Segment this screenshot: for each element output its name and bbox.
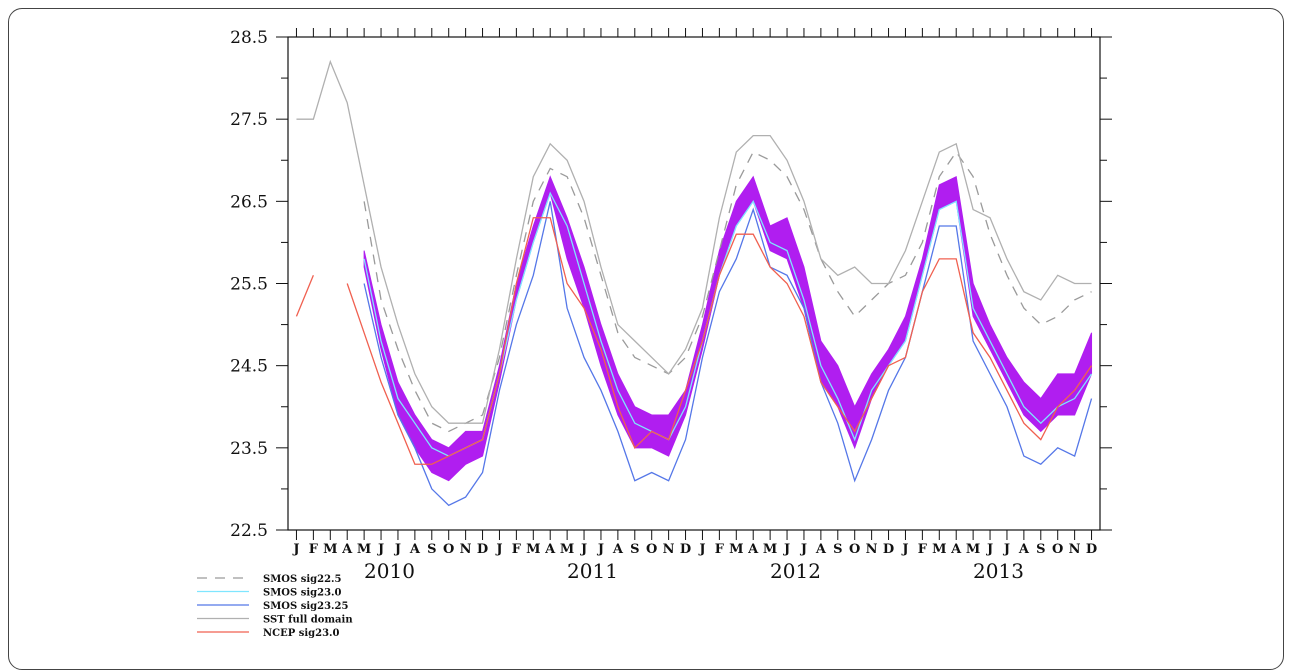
series-layer bbox=[295, 59, 1093, 507]
axes-layer: 28.527.526.525.524.523.522.5J F M A M J J A S O N D… bbox=[230, 28, 1112, 583]
month-label: A bbox=[409, 542, 421, 557]
series-line-4 bbox=[295, 275, 314, 317]
y-tick-label: 26.5 bbox=[230, 192, 268, 212]
y-tick-label: 23.5 bbox=[230, 439, 268, 459]
month-label: A bbox=[815, 542, 827, 557]
month-label: N bbox=[1069, 542, 1081, 557]
month-label: A bbox=[544, 542, 556, 557]
month-label: J bbox=[377, 542, 384, 557]
month-label: J bbox=[580, 542, 587, 557]
y-tick-label: 28.5 bbox=[230, 28, 268, 48]
month-label: D bbox=[1086, 542, 1097, 557]
month-label: J bbox=[394, 542, 401, 557]
month-label: N bbox=[460, 542, 472, 557]
month-label: F bbox=[309, 542, 319, 557]
month-label: S bbox=[630, 542, 639, 557]
month-label: M bbox=[729, 542, 743, 557]
month-label: F bbox=[512, 542, 522, 557]
month-label: A bbox=[612, 542, 624, 557]
series-line-4 bbox=[346, 217, 1093, 465]
y-tick-label: 22.5 bbox=[230, 521, 268, 541]
month-label: D bbox=[680, 542, 691, 557]
month-label: J bbox=[901, 542, 908, 557]
sst-line-chart: 28.527.526.525.524.523.522.5J F M A M J J A S O N D… bbox=[197, 28, 1112, 639]
month-label: O bbox=[1052, 542, 1063, 557]
month-label: A bbox=[747, 542, 759, 557]
month-label: J bbox=[1003, 542, 1010, 557]
legend-label: SST full domain bbox=[263, 615, 353, 626]
month-label: J bbox=[597, 542, 604, 557]
month-label: M bbox=[932, 542, 946, 557]
month-label: J bbox=[495, 542, 502, 557]
month-label: M bbox=[560, 542, 574, 557]
year-label: 2013 bbox=[973, 559, 1024, 583]
month-label: S bbox=[427, 542, 436, 557]
month-label: F bbox=[918, 542, 928, 557]
month-label: M bbox=[763, 542, 777, 557]
y-tick-label: 24.5 bbox=[230, 357, 268, 377]
month-label: M bbox=[357, 542, 371, 557]
month-label: A bbox=[950, 542, 962, 557]
month-label: M bbox=[526, 542, 540, 557]
month-label: A bbox=[341, 542, 353, 557]
month-label: M bbox=[966, 542, 980, 557]
month-label: J bbox=[783, 542, 790, 557]
month-label: S bbox=[833, 542, 842, 557]
figure-frame bbox=[8, 8, 1284, 670]
month-label: A bbox=[1018, 542, 1030, 557]
month-label: F bbox=[715, 542, 725, 557]
year-label: 2012 bbox=[770, 559, 821, 583]
month-label: O bbox=[849, 542, 860, 557]
month-label: D bbox=[883, 542, 894, 557]
legend-label: SMOS sig23.25 bbox=[263, 601, 348, 612]
month-label: O bbox=[443, 542, 454, 557]
year-label: 2011 bbox=[567, 559, 618, 583]
legend: SMOS sig22.5 SMOS sig23.0 SMOS sig23.25 SST… bbox=[197, 574, 353, 639]
year-label: 2010 bbox=[364, 559, 415, 583]
legend-label: SMOS sig22.5 bbox=[263, 574, 342, 585]
month-label: J bbox=[698, 542, 705, 557]
legend-label: SMOS sig23.0 bbox=[263, 588, 342, 599]
month-label: S bbox=[1036, 542, 1045, 557]
band-layer bbox=[363, 175, 1093, 482]
series-line-0 bbox=[363, 150, 1092, 433]
month-label: J bbox=[292, 542, 299, 557]
month-label: N bbox=[663, 542, 675, 557]
series-line-3 bbox=[296, 59, 1092, 424]
plot-frame bbox=[287, 36, 1101, 531]
month-label: J bbox=[800, 542, 807, 557]
y-tick-label: 27.5 bbox=[230, 110, 268, 130]
spread-band bbox=[363, 175, 1093, 482]
month-label: D bbox=[477, 542, 488, 557]
month-label: J bbox=[986, 542, 993, 557]
legend-label: NCEP sig23.0 bbox=[263, 628, 340, 639]
month-label: O bbox=[646, 542, 657, 557]
month-label: M bbox=[323, 542, 337, 557]
month-label: N bbox=[866, 542, 878, 557]
y-tick-label: 25.5 bbox=[230, 275, 268, 295]
